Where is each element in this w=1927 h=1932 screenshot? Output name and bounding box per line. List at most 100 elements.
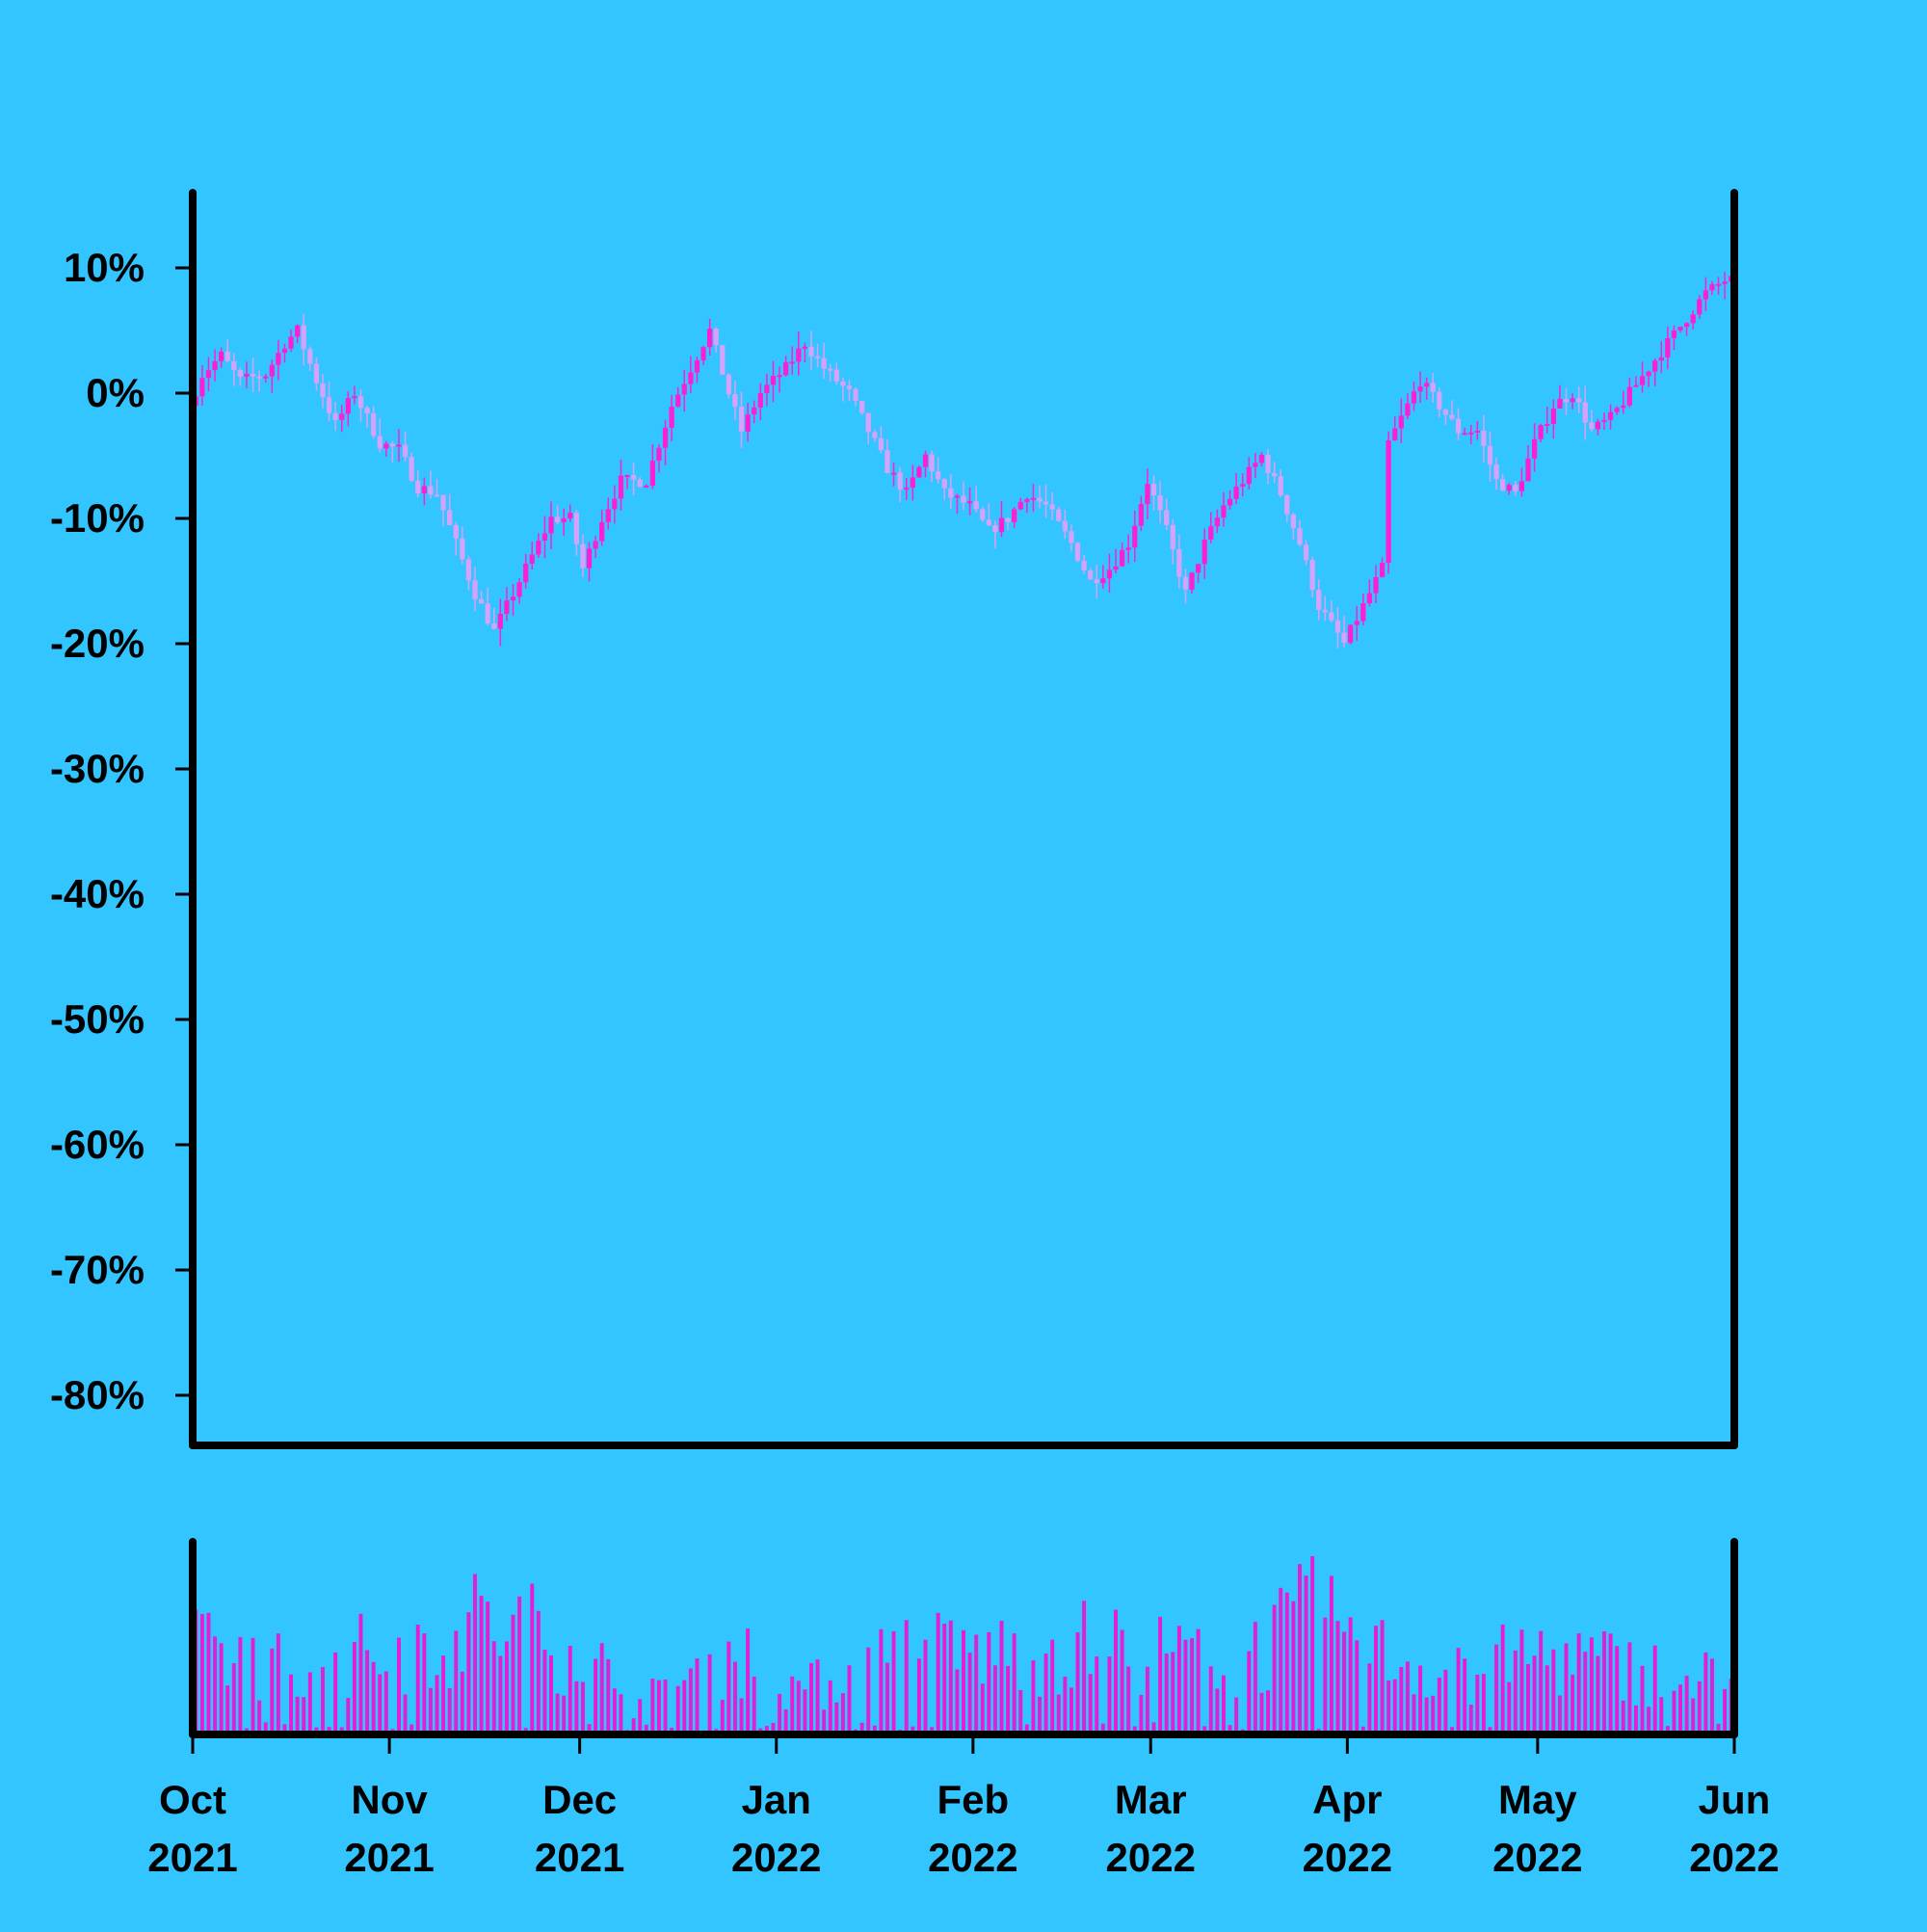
candle-body (453, 524, 459, 539)
candle-body (865, 412, 871, 433)
candle-body (1538, 425, 1544, 439)
candle-body (497, 614, 503, 629)
volume-bar (606, 1658, 611, 1734)
candle-body (593, 541, 598, 549)
volume-bar (1571, 1674, 1575, 1734)
volume-bar (955, 1669, 960, 1734)
volume-bar (1297, 1564, 1302, 1734)
candle-body (295, 325, 301, 337)
candle-body (700, 347, 706, 360)
volume-bar (1056, 1694, 1061, 1734)
volume-bar (650, 1679, 655, 1734)
candle-body (357, 396, 364, 409)
volume-bar (1576, 1633, 1581, 1734)
volume-bar (1697, 1681, 1702, 1734)
volume-bar (1640, 1665, 1645, 1734)
volume-bar (1475, 1674, 1480, 1734)
candle-body (1525, 458, 1531, 482)
candle-body (954, 495, 961, 498)
volume-bar (866, 1647, 871, 1734)
candle-body (472, 580, 478, 599)
x-axis-ticks: Oct 2021 Nov 2021 Dec 2021 Jan 2022 Feb 2022 Mar 20… (147, 1734, 1780, 1880)
volume-bar (1621, 1700, 1625, 1734)
volume-bar (803, 1689, 807, 1734)
volume-bar (1012, 1633, 1016, 1734)
candle-body (1119, 549, 1125, 567)
candle-body (897, 472, 903, 490)
volume-bar (549, 1654, 553, 1734)
candle-body (814, 356, 821, 358)
volume-bar (251, 1637, 255, 1734)
volume-bar (1018, 1689, 1023, 1734)
volume-bar (644, 1724, 648, 1734)
volume-bar (1691, 1698, 1696, 1734)
volume-bar (225, 1685, 230, 1734)
candle-body (1157, 495, 1163, 511)
volume-bar (1367, 1663, 1372, 1734)
candle-body (1614, 408, 1620, 412)
volume-bar (1532, 1655, 1537, 1734)
volume-bar (1310, 1556, 1315, 1734)
x-tick-label-year: 2022 (928, 1835, 1017, 1880)
candle-body (789, 361, 795, 364)
candle-body (1366, 593, 1373, 604)
candle-body (1646, 371, 1651, 377)
x-tick-label-year: 2021 (535, 1835, 624, 1880)
candle-body (910, 477, 915, 489)
candle-body (1455, 418, 1462, 434)
volume-bar (992, 1665, 997, 1734)
candle-body (936, 471, 941, 480)
candle-body (1442, 409, 1449, 415)
candle-body (573, 513, 579, 544)
candle-body (1417, 386, 1423, 392)
candle-body (732, 394, 738, 407)
volume-bar (321, 1667, 325, 1734)
volume-bar (974, 1634, 979, 1734)
volume-bar (1120, 1629, 1124, 1734)
candle-body (1074, 543, 1081, 561)
candle-body (409, 457, 414, 481)
candle-body (675, 394, 681, 408)
volume-bar (1107, 1656, 1112, 1734)
candle-body (1430, 383, 1436, 392)
candle-body (1500, 479, 1506, 491)
candle-body (1106, 569, 1113, 579)
volume-bar (1500, 1624, 1505, 1734)
y-tick-label: -30% (50, 746, 145, 791)
volume-bar (1164, 1653, 1169, 1734)
volume-bar (219, 1643, 224, 1734)
volume-bar (428, 1687, 433, 1734)
volume-bar (1355, 1640, 1359, 1734)
volume-bar (1069, 1687, 1073, 1734)
candle-body (326, 397, 332, 413)
candle-body (1201, 539, 1207, 565)
volume-bar (936, 1612, 940, 1734)
volume-bar (466, 1612, 471, 1734)
volume-bar (371, 1661, 376, 1734)
volume-bar (1050, 1639, 1055, 1734)
volume-bar (1647, 1707, 1651, 1734)
volume-bar (1583, 1652, 1588, 1734)
candle-body (1062, 520, 1068, 532)
volume-bar (1703, 1652, 1708, 1734)
candle-body (1683, 323, 1690, 328)
candle-body (224, 351, 230, 361)
candle-body (460, 538, 465, 560)
candle-body (1278, 476, 1283, 495)
volume-bar (1652, 1645, 1657, 1734)
candle-body (199, 378, 205, 397)
candle-body (644, 486, 649, 489)
candle-body (529, 554, 535, 564)
volume-bar (536, 1610, 541, 1734)
volume-bar (1145, 1666, 1149, 1734)
volume-bar (739, 1698, 744, 1734)
volume-bar (809, 1662, 813, 1734)
candle-body (244, 373, 250, 378)
volume-bar (1082, 1601, 1087, 1734)
candle-body (332, 412, 338, 420)
volume-bar (1519, 1629, 1524, 1734)
volume-bar (1709, 1658, 1714, 1734)
candle-body (1633, 384, 1639, 387)
candle-body (339, 413, 345, 420)
